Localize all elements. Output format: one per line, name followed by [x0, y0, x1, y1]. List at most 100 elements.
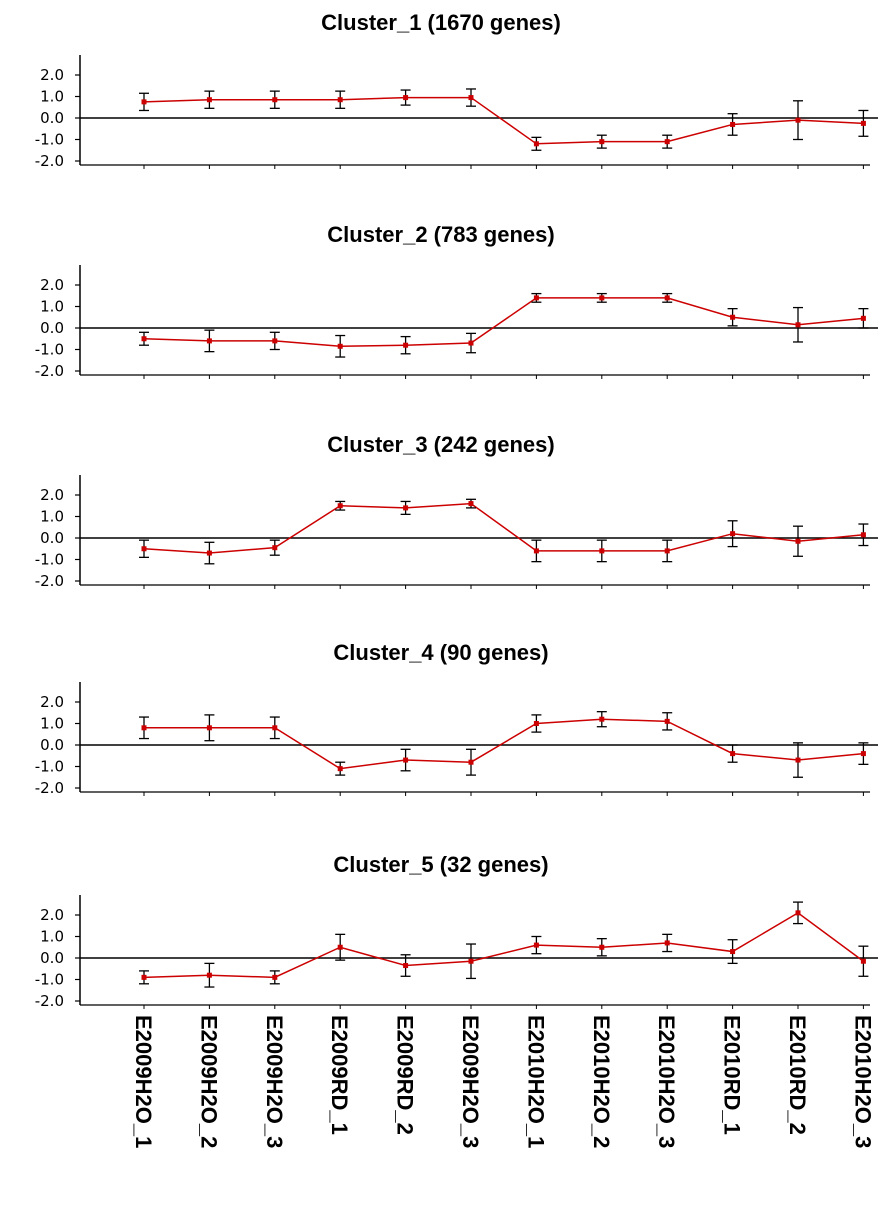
- data-point: [337, 766, 343, 772]
- data-point: [206, 972, 212, 978]
- data-point: [337, 343, 343, 349]
- data-point: [730, 949, 736, 955]
- y-tick-label: 0.0: [40, 319, 64, 337]
- y-tick-label: -1.0: [35, 131, 64, 149]
- data-point: [599, 295, 605, 301]
- chart-panel-5: Cluster_5 (32 genes) 2.0 1.0 0.0 -1.0 -2.0 E20…: [35, 852, 878, 1148]
- data-point: [730, 314, 736, 320]
- y-tick-label: -1.0: [35, 341, 64, 359]
- data-point: [403, 963, 409, 969]
- x-category-label: E2010H2O_3: [850, 1015, 875, 1148]
- data-point: [599, 139, 605, 145]
- y-tick-label: -1.0: [35, 758, 64, 776]
- chart-title: Cluster_1 (1670 genes): [321, 10, 561, 35]
- y-tick-label: -2.0: [35, 779, 64, 797]
- y-tick-label: -2.0: [35, 572, 64, 590]
- y-tick-label: 0.0: [40, 529, 64, 547]
- data-point: [206, 338, 212, 344]
- data-point: [272, 545, 278, 551]
- chart-panel-4: Cluster_4 (90 genes) 2.0 1.0 0.0 -1.0 -2.0: [35, 640, 878, 797]
- x-category-label: E2010H2O_2: [589, 1015, 614, 1148]
- x-category-label: E2010RD_2: [785, 1015, 810, 1135]
- series-line: [143, 297, 864, 348]
- data-point: [468, 95, 474, 101]
- data-point: [860, 958, 866, 964]
- y-tick-label: 1.0: [40, 715, 64, 733]
- data-point: [795, 322, 801, 328]
- data-point: [795, 538, 801, 544]
- y-tick-label: 2.0: [40, 276, 64, 294]
- x-category-label: E2010H2O_1: [523, 1015, 548, 1148]
- y-tick-label: 2.0: [40, 906, 64, 924]
- chart-panel-1: Cluster_1 (1670 genes) 2.0 1.0 0.0 -1.0 -2.0: [35, 10, 878, 170]
- x-category-label: E2009H2O_2: [196, 1015, 221, 1148]
- data-point: [795, 757, 801, 763]
- y-tick-label: -2.0: [35, 362, 64, 380]
- x-category-label: E2009RD_2: [393, 1015, 418, 1135]
- data-point: [403, 505, 409, 511]
- y-tick-label: 2.0: [40, 66, 64, 84]
- data-point: [795, 117, 801, 123]
- data-point: [599, 944, 605, 950]
- data-point: [664, 718, 670, 724]
- y-tick-label: 1.0: [40, 928, 64, 946]
- data-point: [664, 139, 670, 145]
- data-point: [206, 550, 212, 556]
- data-point: [533, 548, 539, 554]
- x-category-label: E2009RD_1: [327, 1015, 352, 1135]
- data-point: [468, 958, 474, 964]
- x-category-label: E2010RD_1: [720, 1015, 745, 1135]
- data-point: [468, 759, 474, 765]
- data-point: [468, 501, 474, 507]
- data-point: [337, 944, 343, 950]
- y-tick-label: 0.0: [40, 109, 64, 127]
- data-point: [795, 910, 801, 916]
- data-point: [403, 95, 409, 101]
- data-point: [272, 725, 278, 731]
- data-point: [533, 721, 539, 726]
- data-point: [141, 336, 147, 342]
- data-point: [730, 121, 736, 127]
- x-category-label: E2009H2O_3: [262, 1015, 287, 1148]
- data-point: [730, 531, 736, 537]
- data-point: [403, 757, 409, 763]
- data-point: [141, 546, 147, 552]
- data-point: [860, 315, 866, 321]
- data-point: [664, 940, 670, 946]
- data-point: [141, 974, 147, 980]
- data-point: [533, 141, 539, 147]
- series-line: [144, 718, 864, 770]
- y-tick-label: -2.0: [35, 152, 64, 170]
- y-tick-label: 1.0: [40, 88, 64, 106]
- y-tick-label: -2.0: [35, 992, 64, 1010]
- y-tick-label: -1.0: [35, 971, 64, 989]
- data-point: [272, 974, 278, 980]
- x-category-label: E2009H2O_3: [458, 1015, 483, 1148]
- chart-title: Cluster_5 (32 genes): [333, 852, 548, 877]
- y-tick-label: -1.0: [35, 551, 64, 569]
- y-tick-label: 2.0: [40, 486, 64, 504]
- data-point: [533, 942, 539, 948]
- x-category-label: E2009H2O_1: [131, 1015, 156, 1148]
- data-point: [141, 99, 147, 105]
- chart-title: Cluster_2 (783 genes): [327, 222, 554, 247]
- data-point: [860, 751, 866, 757]
- x-category-label: E2010H2O_3: [654, 1015, 679, 1148]
- series-line: [143, 96, 864, 145]
- data-point: [533, 295, 539, 301]
- data-point: [860, 120, 866, 126]
- data-point: [206, 97, 212, 103]
- y-tick-label: 0.0: [40, 949, 64, 967]
- chart-title: Cluster_4 (90 genes): [333, 640, 548, 665]
- y-tick-label: 1.0: [40, 298, 64, 316]
- data-point: [337, 97, 343, 103]
- y-tick-label: 0.0: [40, 736, 64, 754]
- series-line: [143, 911, 864, 979]
- chart-title: Cluster_3 (242 genes): [327, 432, 554, 457]
- y-tick-label: 1.0: [40, 508, 64, 526]
- chart-panel-2: Cluster_2 (783 genes) 2.0 1.0 0.0 -1.0 -2.0: [35, 222, 878, 380]
- data-point: [337, 503, 343, 509]
- data-point: [206, 725, 212, 731]
- data-point: [403, 342, 409, 348]
